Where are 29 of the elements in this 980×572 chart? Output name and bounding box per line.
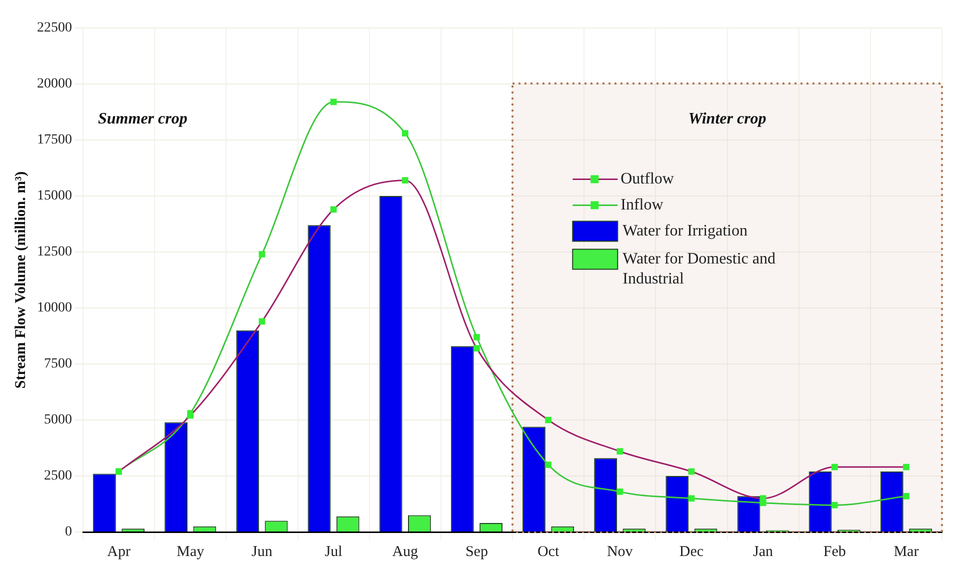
x-tick-label: Apr	[107, 544, 130, 560]
band-label: Winter crop	[688, 110, 766, 128]
legend-label: Inflow	[620, 196, 664, 214]
x-tick-label: Nov	[606, 544, 634, 560]
x-tick-label: Jul	[324, 544, 342, 560]
x-tick-label: Aug	[392, 544, 419, 560]
y-tick-label: 17500	[37, 132, 72, 148]
y-tick-label: 2500	[44, 468, 72, 484]
x-tick-label: Jun	[252, 544, 273, 560]
y-tick-label: 22500	[37, 20, 72, 36]
x-tick-label: Mar	[894, 544, 919, 560]
y-tick-label: 10000	[37, 300, 72, 316]
y-tick-label: 5000	[44, 412, 72, 428]
legend-label: Water for Domestic and Industrial	[622, 250, 776, 288]
y-tick-label: 15000	[37, 188, 72, 204]
x-tick-label: Feb	[823, 544, 846, 560]
annotation: Summer crop	[98, 110, 188, 128]
x-tick-label: Sep	[465, 544, 488, 560]
y-tick-label: 7500	[44, 356, 72, 372]
legend-label: Outflow	[620, 170, 674, 188]
y-tick-label: 20000	[37, 76, 72, 92]
x-tick-label: Dec	[679, 544, 704, 560]
x-tick-label: Jan	[753, 544, 774, 560]
y-axis-title: Stream Flow Volume (million. m³)	[12, 171, 29, 389]
legend-label: Water for Irrigation	[622, 222, 748, 240]
x-tick-label: Oct	[537, 544, 560, 560]
x-tick-label: May	[176, 544, 205, 560]
y-tick-label: 0	[65, 524, 72, 540]
y-tick-label: 12500	[37, 244, 72, 260]
